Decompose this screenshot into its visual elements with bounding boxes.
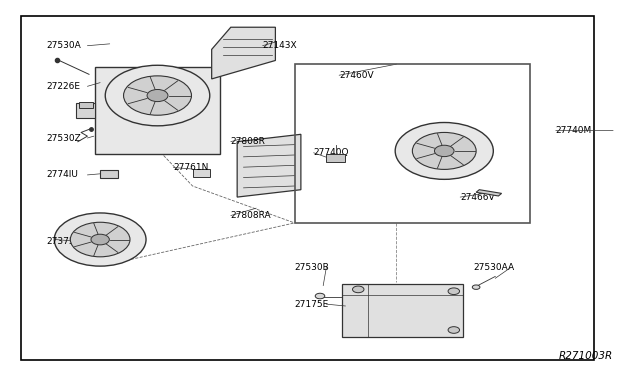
Text: R271003R: R271003R <box>559 352 613 361</box>
Ellipse shape <box>448 327 460 333</box>
Text: 27530A: 27530A <box>46 41 81 50</box>
Bar <box>326 154 346 162</box>
Polygon shape <box>237 134 301 197</box>
Text: 27761N: 27761N <box>173 163 209 172</box>
Ellipse shape <box>124 76 191 115</box>
Ellipse shape <box>147 90 168 102</box>
Bar <box>294 64 531 223</box>
Ellipse shape <box>435 145 454 157</box>
Polygon shape <box>476 190 502 196</box>
Text: 27530B: 27530B <box>294 263 329 272</box>
Bar <box>100 170 118 178</box>
Text: 27375: 27375 <box>46 237 75 246</box>
Text: 27466V: 27466V <box>460 193 495 202</box>
Ellipse shape <box>412 132 476 169</box>
Text: 27143X: 27143X <box>262 41 297 50</box>
Ellipse shape <box>316 293 324 299</box>
Text: 27808R: 27808R <box>231 137 266 146</box>
Ellipse shape <box>448 288 460 295</box>
Ellipse shape <box>472 285 480 289</box>
Ellipse shape <box>91 234 109 245</box>
Polygon shape <box>212 27 275 79</box>
Ellipse shape <box>54 213 146 266</box>
Ellipse shape <box>105 65 210 126</box>
Text: 27808RA: 27808RA <box>231 211 271 220</box>
Text: 2774IU: 2774IU <box>46 170 78 179</box>
Text: 27175E: 27175E <box>294 300 329 309</box>
Bar <box>95 67 220 154</box>
Bar <box>76 103 95 118</box>
Ellipse shape <box>353 286 364 293</box>
Text: 27460V: 27460V <box>339 71 374 80</box>
Ellipse shape <box>70 222 130 257</box>
Bar <box>79 102 93 109</box>
Text: 27740Q: 27740Q <box>314 148 349 157</box>
Text: 27226E: 27226E <box>46 82 80 91</box>
Bar <box>342 284 463 337</box>
Ellipse shape <box>395 122 493 179</box>
Text: 27530AA: 27530AA <box>473 263 514 272</box>
Bar <box>193 169 211 177</box>
Text: 27740M: 27740M <box>556 126 592 135</box>
Text: 27530Z: 27530Z <box>46 134 81 142</box>
